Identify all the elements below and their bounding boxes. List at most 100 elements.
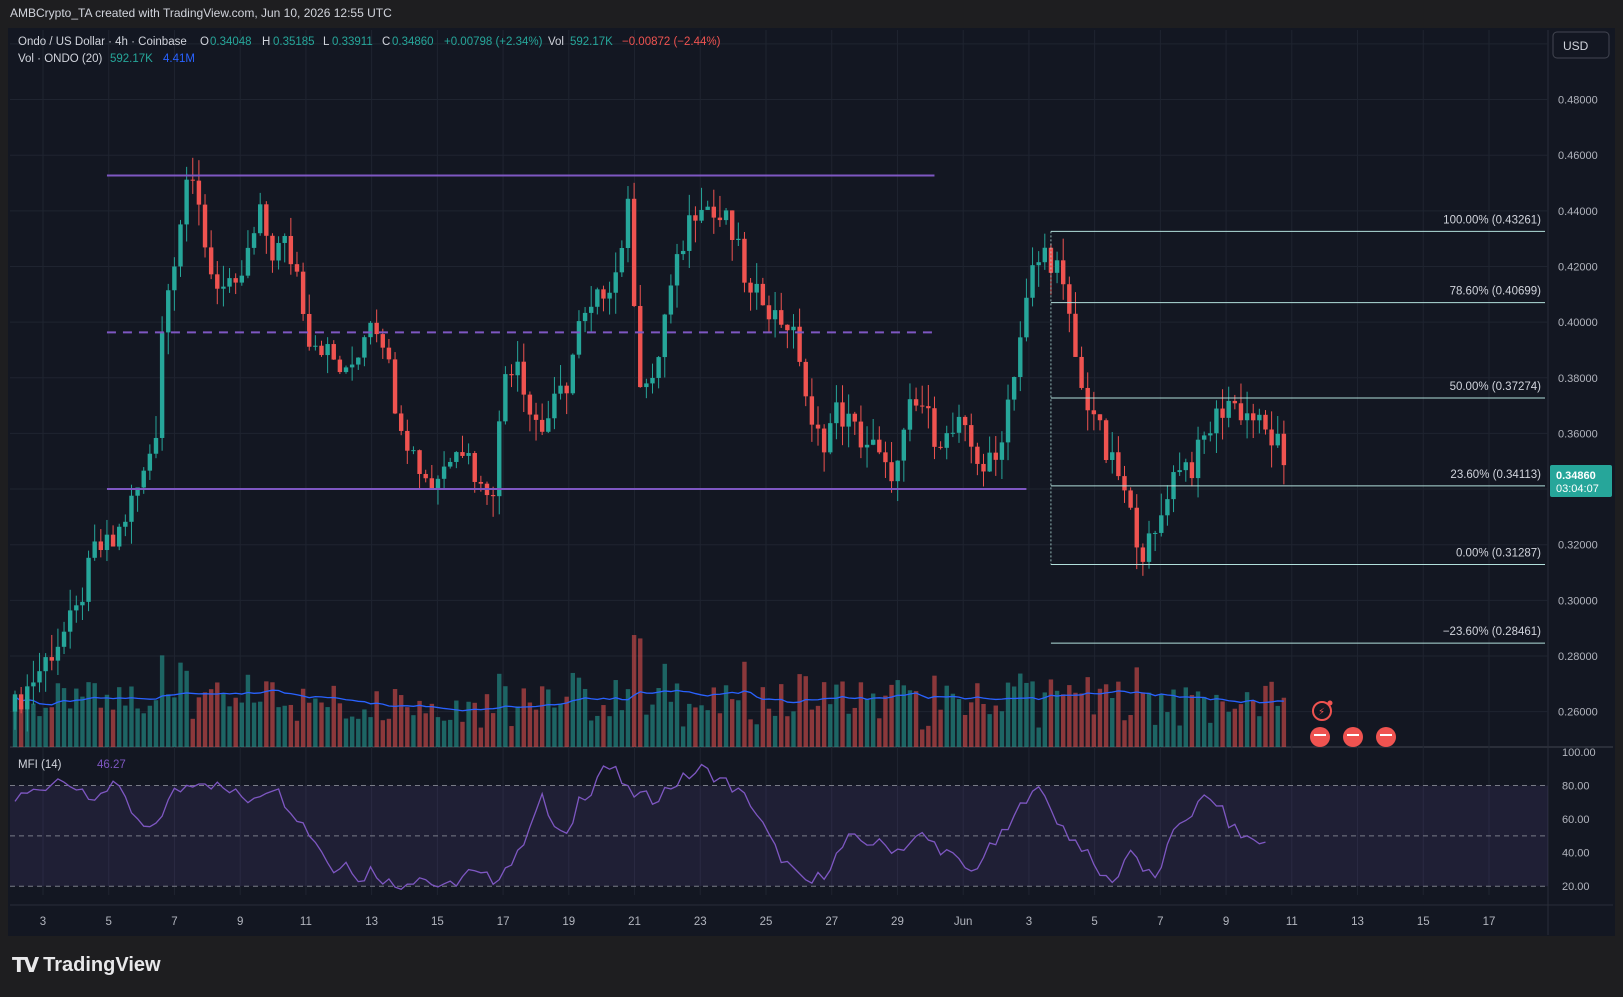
candle-body bbox=[110, 534, 116, 547]
volume-bar bbox=[1269, 681, 1274, 747]
candle-body bbox=[950, 432, 956, 434]
volume-bar bbox=[1134, 667, 1139, 747]
volume-bar bbox=[1122, 720, 1127, 747]
candle-body bbox=[239, 275, 245, 283]
candle-body bbox=[61, 631, 67, 647]
flag-stripe bbox=[1380, 734, 1392, 736]
volume-bar bbox=[858, 682, 864, 747]
candle-body bbox=[1251, 413, 1256, 421]
volume-bar bbox=[797, 674, 802, 747]
candle-body bbox=[276, 242, 281, 261]
volume-bar bbox=[1097, 688, 1103, 747]
candle-body bbox=[564, 385, 569, 394]
volume-bar bbox=[1189, 695, 1195, 747]
candle-body bbox=[472, 453, 477, 482]
legend-vol: 592.17K bbox=[570, 36, 613, 48]
volume-bar bbox=[135, 708, 140, 747]
volume-bar bbox=[435, 717, 441, 747]
volume-bar bbox=[417, 700, 422, 747]
candle-body bbox=[282, 235, 287, 243]
volume-bar bbox=[1183, 687, 1188, 747]
alert-icon bbox=[1312, 701, 1332, 721]
volume-bar bbox=[1060, 694, 1066, 747]
candle-body bbox=[521, 361, 526, 395]
volume-bar bbox=[1257, 716, 1262, 747]
time-tick-label: 3 bbox=[1026, 916, 1032, 928]
candle-body bbox=[374, 322, 379, 335]
tradingview-logo[interactable]: TV TradingView bbox=[12, 953, 161, 977]
candle-body bbox=[1011, 376, 1017, 400]
candle-body bbox=[147, 453, 153, 471]
event-markers[interactable]: ⚡ bbox=[1310, 700, 1396, 748]
price-tick-label: 0.28000 bbox=[1558, 651, 1598, 663]
volume-bar bbox=[80, 696, 85, 747]
candle-body bbox=[1189, 462, 1195, 479]
candle-body bbox=[895, 460, 900, 482]
candle-body bbox=[589, 306, 594, 313]
candle-body bbox=[1275, 433, 1280, 446]
candle-body bbox=[779, 310, 784, 325]
volume-bar bbox=[429, 703, 435, 747]
candle-body bbox=[1067, 284, 1072, 314]
volume-bar bbox=[282, 705, 287, 747]
candle-body bbox=[25, 686, 30, 710]
volume-bar bbox=[760, 687, 766, 747]
candle-body bbox=[1085, 387, 1090, 411]
volume-bar bbox=[1036, 727, 1041, 747]
time-tick-label: 25 bbox=[760, 916, 773, 928]
time-tick-label: 17 bbox=[1483, 916, 1496, 928]
time-tick-label: 9 bbox=[237, 916, 243, 928]
volume-bar bbox=[834, 684, 839, 747]
time-tick-label: 7 bbox=[171, 916, 177, 928]
legend-vol-row-label: Vol · ONDO (20) bbox=[18, 53, 103, 65]
volume-bar bbox=[889, 684, 894, 747]
candle-body bbox=[349, 364, 355, 368]
currency-button[interactable]: USD bbox=[1552, 31, 1610, 59]
volume-bar bbox=[950, 693, 956, 747]
candle-body bbox=[558, 385, 563, 394]
volume-bar bbox=[999, 711, 1005, 747]
candle-body bbox=[1220, 408, 1225, 418]
time-tick-label: 19 bbox=[562, 916, 575, 928]
candle-body bbox=[975, 446, 980, 464]
volume-bar bbox=[1024, 682, 1029, 747]
volume-bar bbox=[294, 720, 300, 747]
candle-body bbox=[337, 359, 343, 373]
candle-body bbox=[92, 541, 97, 558]
candle-body bbox=[944, 433, 949, 448]
volume-bar bbox=[386, 718, 392, 747]
volume-bar bbox=[539, 686, 545, 747]
candle-body bbox=[791, 326, 796, 331]
candle-body bbox=[877, 439, 882, 453]
volume-bar bbox=[736, 700, 741, 747]
candle-body bbox=[546, 418, 551, 432]
candle-body bbox=[852, 413, 857, 422]
candle-body bbox=[325, 344, 330, 356]
candle-body bbox=[386, 347, 392, 360]
volume-bar bbox=[454, 700, 459, 747]
legend-l-label: L bbox=[323, 36, 330, 48]
volume-bar bbox=[1275, 705, 1280, 747]
candle-body bbox=[883, 452, 888, 463]
volume-bar bbox=[307, 702, 312, 747]
volume-bar bbox=[392, 689, 398, 747]
time-tick-label: 11 bbox=[300, 916, 312, 928]
volume-bar bbox=[202, 692, 208, 747]
candle-body bbox=[313, 345, 318, 347]
candle-body bbox=[74, 605, 79, 611]
volume-bar bbox=[129, 686, 134, 747]
volume-bar bbox=[515, 706, 520, 747]
candles bbox=[12, 157, 1287, 732]
volume-bar bbox=[619, 710, 625, 747]
price-tick-label: 0.48000 bbox=[1558, 95, 1598, 107]
candle-body bbox=[1140, 547, 1146, 562]
volume-bar bbox=[509, 726, 514, 747]
candle-body bbox=[497, 421, 502, 497]
legend-o-label: O bbox=[200, 36, 209, 48]
price-tick-label: 0.46000 bbox=[1558, 150, 1598, 162]
volume-bar bbox=[595, 715, 600, 747]
volume-bar bbox=[785, 716, 790, 747]
candle-body bbox=[913, 399, 919, 406]
volume-bar bbox=[1152, 724, 1158, 747]
